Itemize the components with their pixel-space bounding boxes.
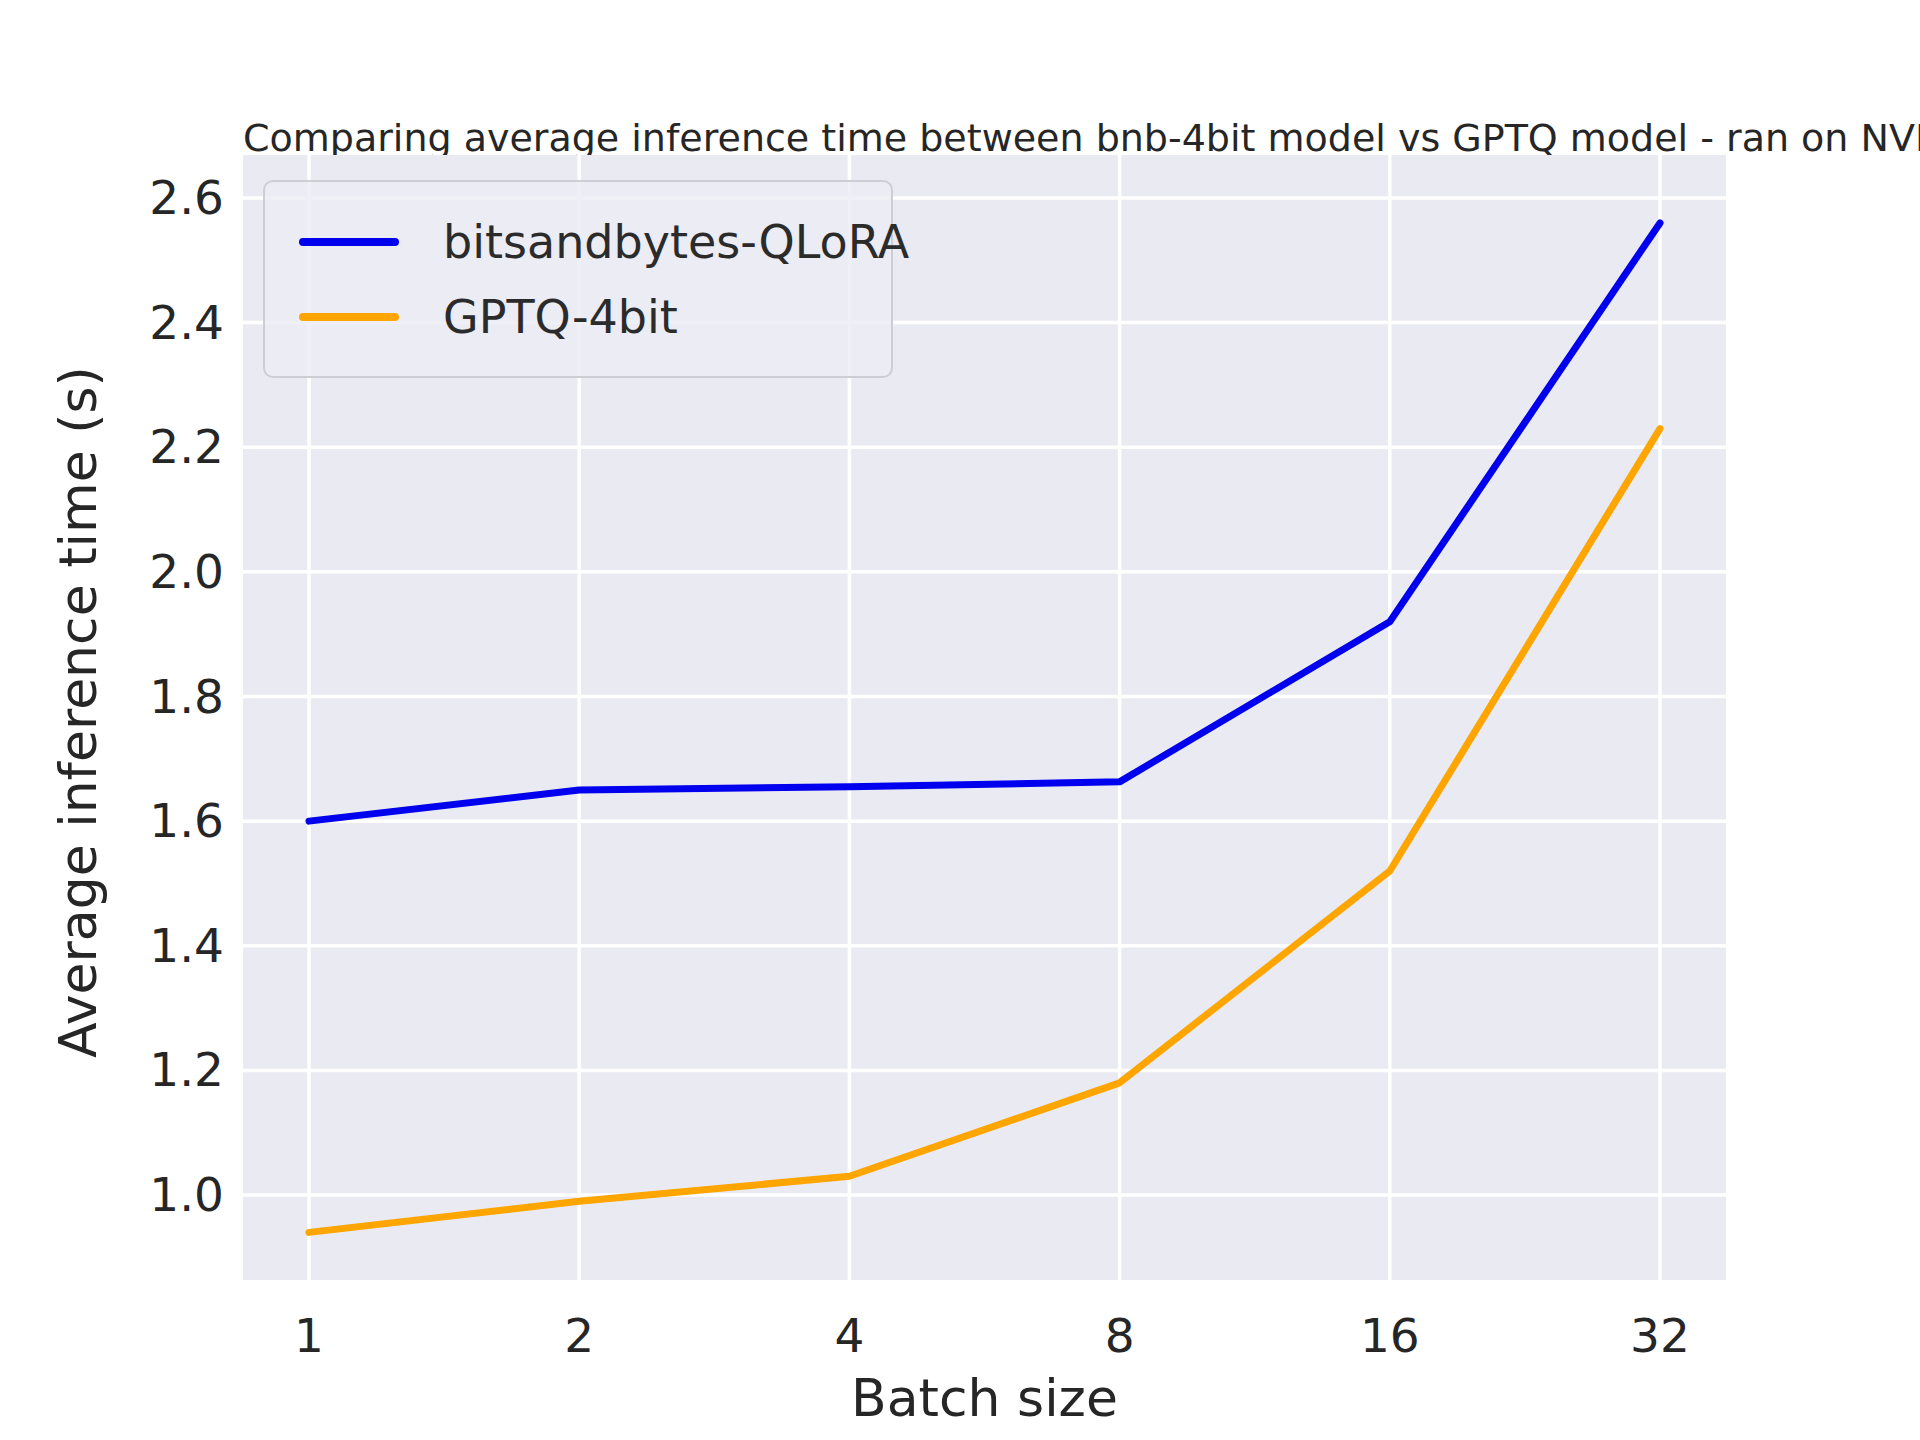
x-tick-label: 4 xyxy=(834,1312,864,1360)
y-tick-label: 1.4 xyxy=(0,922,224,970)
series-line-GPTQ-4bit xyxy=(309,429,1660,1233)
x-tick-label: 2 xyxy=(564,1312,594,1360)
y-tick-label: 1.8 xyxy=(0,673,224,721)
legend-line-swatch xyxy=(299,238,399,246)
y-tick-label: 1.0 xyxy=(0,1171,224,1219)
legend-label: GPTQ-4bit xyxy=(443,293,678,341)
y-tick-label: 2.0 xyxy=(0,548,224,596)
x-tick-label: 1 xyxy=(294,1312,324,1360)
y-tick-label: 1.6 xyxy=(0,797,224,845)
legend-line-swatch xyxy=(299,313,399,321)
legend-item: bitsandbytes-QLoRA xyxy=(299,204,861,279)
legend-label: bitsandbytes-QLoRA xyxy=(443,218,909,266)
x-axis-label: Batch size xyxy=(243,1372,1726,1424)
chart-title: Comparing average inference time between… xyxy=(243,119,1726,157)
x-tick-label: 16 xyxy=(1360,1312,1420,1360)
y-tick-label: 2.4 xyxy=(0,299,224,347)
x-tick-label: 8 xyxy=(1105,1312,1135,1360)
x-tick-label: 32 xyxy=(1630,1312,1690,1360)
legend: bitsandbytes-QLoRA GPTQ-4bit xyxy=(263,180,893,378)
y-tick-label: 2.2 xyxy=(0,423,224,471)
figure: Comparing average inference time between… xyxy=(0,0,1920,1440)
y-tick-label: 1.2 xyxy=(0,1046,224,1094)
y-tick-label: 2.6 xyxy=(0,174,224,222)
legend-item: GPTQ-4bit xyxy=(299,279,861,354)
